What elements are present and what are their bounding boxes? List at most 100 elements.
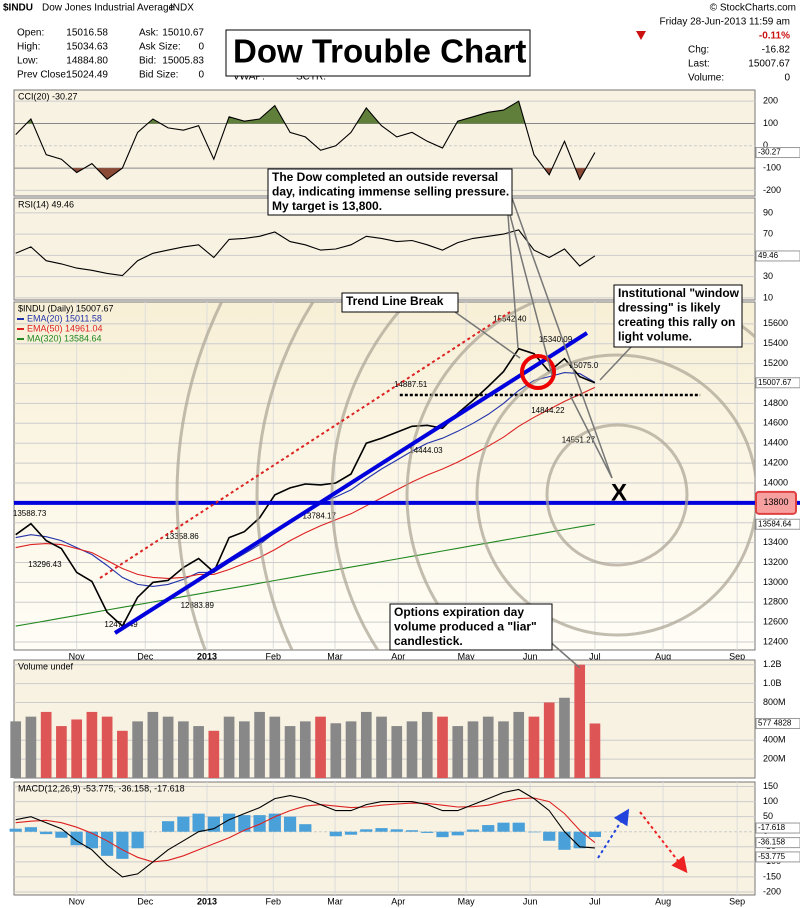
- line: [15, 797, 596, 863]
- x-tick-label: Dec: [137, 896, 154, 906]
- header: $INDU Dow Jones Industrial Average INDX …: [3, 3, 796, 84]
- y-tick-label: 70: [763, 229, 773, 239]
- bar: [40, 711, 52, 778]
- bar: [117, 730, 128, 778]
- bar: [254, 711, 265, 778]
- down-arrow: [636, 31, 646, 40]
- name: Dow Jones Industrial Average: [42, 3, 175, 14]
- bar: [208, 730, 220, 778]
- field-value: -16.82: [762, 45, 791, 56]
- y-tick-label: 1.0B: [763, 678, 782, 688]
- y-tick-label: 1.2B: [763, 659, 782, 669]
- line: [15, 347, 596, 628]
- field-label: High:: [17, 42, 40, 53]
- bar: [207, 816, 220, 832]
- pointer: [511, 197, 613, 479]
- gann-arc: [405, 302, 755, 650]
- value-tag-label: 49.46: [758, 251, 779, 260]
- bar: [482, 716, 494, 778]
- y-tick-label: 10: [763, 292, 773, 302]
- x-tick-label: Apr: [391, 896, 405, 906]
- field-value: 15016.58: [66, 28, 108, 39]
- panel-title: CCI(20) -30.27: [18, 91, 78, 101]
- bar: [253, 815, 266, 832]
- point-label: 13588.73: [13, 509, 47, 518]
- bar: [421, 711, 433, 778]
- field-value: 15005.83: [162, 56, 204, 67]
- bar: [405, 830, 419, 832]
- bar: [559, 697, 570, 778]
- x-tick-label: Mar: [327, 651, 343, 661]
- reference-label: 13800: [763, 497, 788, 507]
- headline-box: [225, 29, 531, 77]
- x-tick-label: Feb: [266, 651, 282, 661]
- x-tick-label: Sep: [729, 651, 745, 661]
- y-tick-label: 15400: [763, 338, 788, 348]
- y-tick-label: 12400: [763, 636, 788, 646]
- x-tick-label: Jun: [523, 896, 538, 906]
- bar: [71, 719, 82, 778]
- legend-label: MA(320) 13584.64: [27, 333, 102, 343]
- date: Friday 28-Jun-2013 11:59 am: [660, 17, 790, 28]
- x-tick-label: 2013: [197, 651, 217, 661]
- y-tick-label: 14400: [763, 438, 788, 448]
- gann-arc: [475, 353, 755, 637]
- value-tag-label: 15007.67: [758, 378, 792, 387]
- bar: [132, 721, 143, 778]
- callout-text: My target is 13,800.: [272, 199, 382, 213]
- callout-text: day, indicating immense selling pressure…: [272, 185, 509, 199]
- y-tick-label: 30: [763, 271, 773, 281]
- callout-text: dressing" is likely: [618, 301, 721, 315]
- pointer: [547, 639, 581, 669]
- value-tag-label: 13584.64: [758, 519, 792, 528]
- bar: [436, 831, 449, 838]
- value-tag: [755, 851, 800, 863]
- y-tick-label: 14000: [763, 477, 788, 487]
- point-label: 13296.43: [28, 560, 62, 569]
- bar: [497, 822, 510, 832]
- bar: [482, 825, 495, 832]
- point-label: 12471.49: [104, 620, 138, 629]
- copyright: © StockCharts.com: [710, 3, 796, 14]
- panel-frame: [13, 301, 756, 651]
- y-tick-label: 200: [763, 96, 778, 106]
- x-tick-label: May: [458, 651, 476, 661]
- x-tick-label: Dec: [137, 651, 154, 661]
- y-tick-label: -100: [763, 162, 781, 172]
- bar: [147, 711, 159, 778]
- point-label: 13358.86: [165, 532, 199, 541]
- panel-title: Volume undef: [18, 661, 74, 671]
- target-mark: X: [611, 479, 627, 506]
- field-label: Bid:: [139, 56, 156, 67]
- bar: [527, 831, 541, 833]
- point-label: 14551.27: [562, 435, 596, 444]
- x-tick-label: Apr: [391, 651, 405, 661]
- gann-arc: [175, 302, 224, 650]
- gann-arc: [255, 302, 315, 650]
- callout-text: light volume.: [618, 330, 692, 344]
- bar: [543, 831, 556, 841]
- pointer: [507, 214, 519, 349]
- x-tick-label: 2013: [197, 896, 217, 906]
- value-tag: [755, 250, 800, 262]
- panels: -200 -100 0 100 200 CCI(20) -30.27 -30.27 10 30 5…: [9, 89, 800, 906]
- bar: [452, 726, 464, 778]
- y-tick-label: 100: [763, 118, 778, 128]
- x-tick-label: May: [458, 896, 476, 906]
- field-value: 15010.67: [162, 28, 204, 39]
- callout-text: creating this rally on: [618, 315, 735, 329]
- panel-title: MACD(12,26,9) -53.775, -36.158, -17.618: [18, 783, 185, 793]
- bar: [329, 831, 342, 837]
- field-value: 15034.63: [66, 42, 108, 53]
- x-tick-label: Jun: [523, 651, 538, 661]
- point-label: 15340.09: [539, 335, 573, 344]
- bar: [498, 721, 509, 778]
- bar: [512, 822, 525, 832]
- bar: [574, 664, 586, 778]
- headline: Dow Trouble Chart: [233, 33, 526, 70]
- y-tick-label: 15200: [763, 358, 788, 368]
- field-value: 14884.80: [66, 56, 108, 67]
- bar: [345, 721, 357, 778]
- y-tick-label: 14200: [763, 457, 788, 467]
